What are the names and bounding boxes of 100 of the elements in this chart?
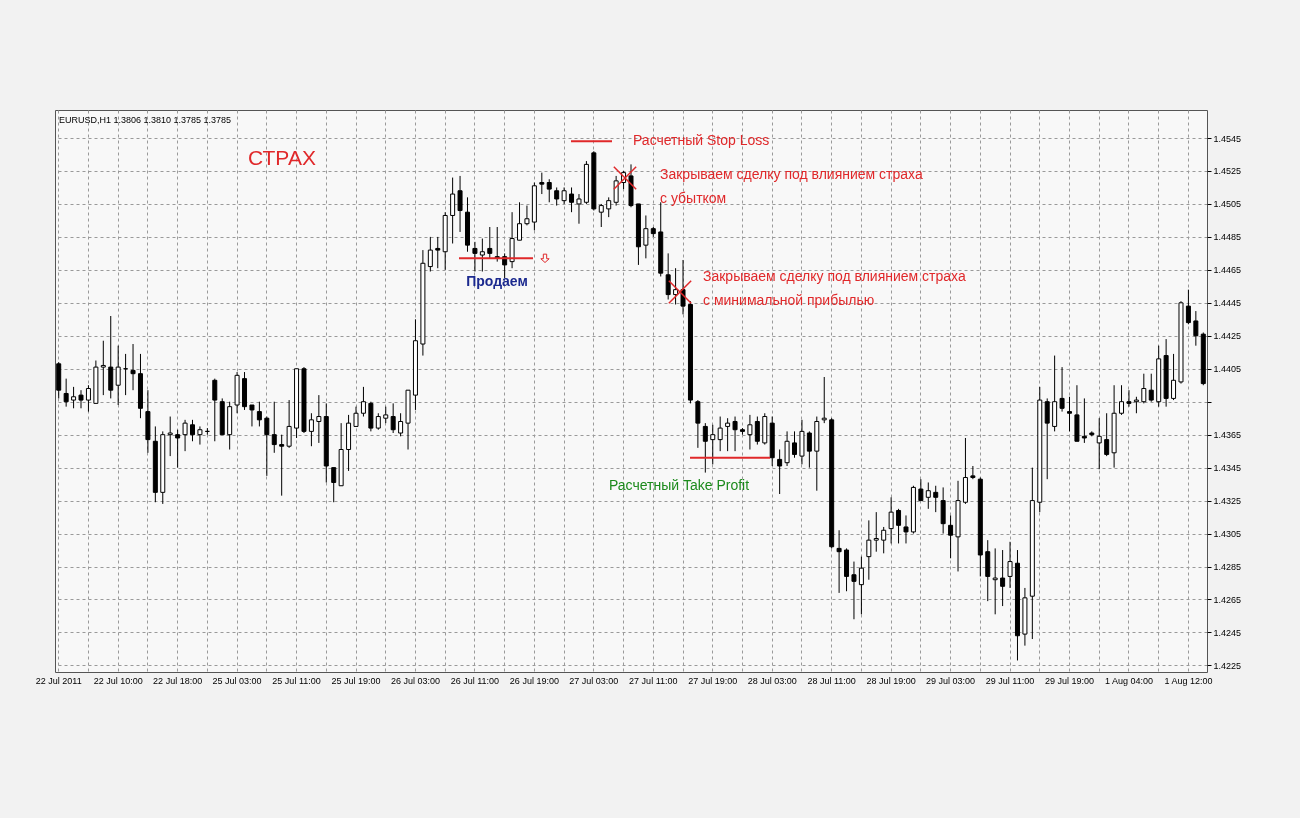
x-tick-label: 22 Jul 10:00: [93, 675, 143, 686]
candlestick: [858, 556, 864, 615]
x-tick-label: 28 Jul 03:00: [747, 675, 797, 686]
candlestick: [308, 412, 314, 447]
x-tick-label: 1 Aug 12:00: [1164, 675, 1213, 686]
candlestick: [108, 315, 114, 399]
candlestick: [1126, 389, 1132, 408]
y-tick-label: 1.4465: [1213, 265, 1242, 276]
candlestick: [836, 529, 842, 594]
candlestick: [524, 205, 530, 226]
candlestick: [435, 236, 441, 269]
candlestick: [554, 186, 560, 207]
candlestick: [249, 404, 255, 427]
x-tick-label: 27 Jul 19:00: [688, 675, 738, 686]
x-tick-label: 22 Jul 2011: [35, 675, 82, 686]
y-tick-label: 1.4525: [1213, 166, 1242, 177]
y-tick-label: 1.4505: [1213, 199, 1242, 210]
candlestick: [85, 384, 91, 413]
candlestick: [427, 236, 433, 273]
candlestick: [896, 508, 902, 544]
candlestick: [918, 478, 924, 502]
x-tick-label: 26 Jul 11:00: [450, 675, 500, 686]
y-tick-label: 1.4325: [1213, 496, 1242, 507]
candlestick: [331, 467, 337, 503]
x-tick-label: 26 Jul 19:00: [509, 675, 559, 686]
candlestick: [754, 416, 760, 446]
x-tick-label: 27 Jul 03:00: [569, 675, 619, 686]
candlestick: [256, 401, 262, 427]
candlestick: [948, 514, 954, 559]
candlestick: [643, 214, 649, 259]
candlestick: [1000, 549, 1006, 607]
candlestick: [360, 386, 366, 418]
x-tick-label: 29 Jul 03:00: [926, 675, 976, 686]
ref-line-label: Расчетный Stop Loss: [633, 132, 770, 149]
candlestick: [390, 402, 396, 434]
candlestick: [1081, 397, 1087, 444]
ref-line-label: Продаем: [466, 273, 528, 290]
candlestick: [115, 345, 121, 406]
candlestick: [197, 425, 203, 446]
candlestick: [1104, 412, 1110, 457]
candlestick: [316, 394, 322, 444]
x-tick-label: 1 Aug 04:00: [1104, 675, 1153, 686]
x-tick-label: 25 Jul 03:00: [212, 675, 262, 686]
y-tick-label: 1.4245: [1213, 627, 1242, 638]
annotation: Закрываем сделку под влиянием страха с минимальной прибылью: [703, 268, 966, 308]
candlestick: [63, 378, 69, 408]
x-tick-label: 25 Jul 19:00: [331, 675, 381, 686]
candlestick: [873, 511, 879, 553]
candlestick: [509, 211, 515, 269]
candlestick: [866, 519, 872, 581]
candlestick: [78, 389, 84, 409]
candlestick: [1141, 373, 1147, 404]
candlestick: [353, 406, 359, 427]
candlestick: [903, 514, 909, 544]
candlestick: [940, 486, 946, 535]
y-tick-label: 1.4405: [1213, 364, 1242, 375]
candlestick: [190, 419, 195, 442]
candlestick: [1148, 373, 1154, 403]
candlestick: [851, 561, 857, 620]
candlestick: [472, 241, 478, 273]
candlestick: [212, 378, 218, 442]
x-tick-label: 25 Jul 11:00: [272, 675, 321, 686]
candlestick: [710, 424, 716, 465]
x-tick-label: 22 Jul 18:00: [153, 675, 203, 686]
candlestick: [457, 175, 463, 233]
candlestick: [777, 449, 783, 495]
candlestick: [71, 386, 77, 409]
candlestick: [398, 412, 404, 437]
candlestick: [784, 430, 790, 467]
candlestick: [888, 496, 894, 544]
candlestick: [1185, 289, 1191, 325]
candlestick: [702, 422, 708, 474]
candlestick: [792, 430, 798, 459]
candlestick: [1044, 397, 1050, 480]
y-tick-label: 1.4545: [1213, 133, 1242, 144]
candlestick: [450, 177, 456, 244]
x-tick-label: 26 Jul 03:00: [390, 675, 440, 686]
x-tick-label: 28 Jul 19:00: [866, 675, 916, 686]
candlestick: [747, 414, 753, 451]
candlestick: [1119, 384, 1125, 416]
y-tick-label: 1.4285: [1213, 562, 1242, 573]
candlestick: [606, 196, 612, 218]
y-tick-label: 1.4265: [1213, 594, 1242, 605]
x-tick-label: 29 Jul 19:00: [1044, 675, 1095, 686]
candlestick: [100, 340, 106, 396]
candlestick: [279, 434, 285, 497]
candlestick: [1067, 396, 1072, 432]
annotation: Закрываем сделку под влиянием страха с убытком: [660, 166, 923, 206]
candlestick: [1096, 417, 1102, 470]
candlestick: [1171, 353, 1177, 401]
candlestick: [1007, 541, 1013, 589]
candlestick: [806, 430, 812, 469]
candlestick: [717, 416, 723, 452]
x-tick-label: 29 Jul 11:00: [985, 675, 1035, 686]
candlestick: [130, 343, 136, 391]
candlestick: [1059, 366, 1065, 413]
candlestick: [725, 417, 731, 452]
candlestick: [695, 399, 701, 449]
candlestick: [992, 547, 998, 615]
candlestick: [487, 226, 493, 259]
